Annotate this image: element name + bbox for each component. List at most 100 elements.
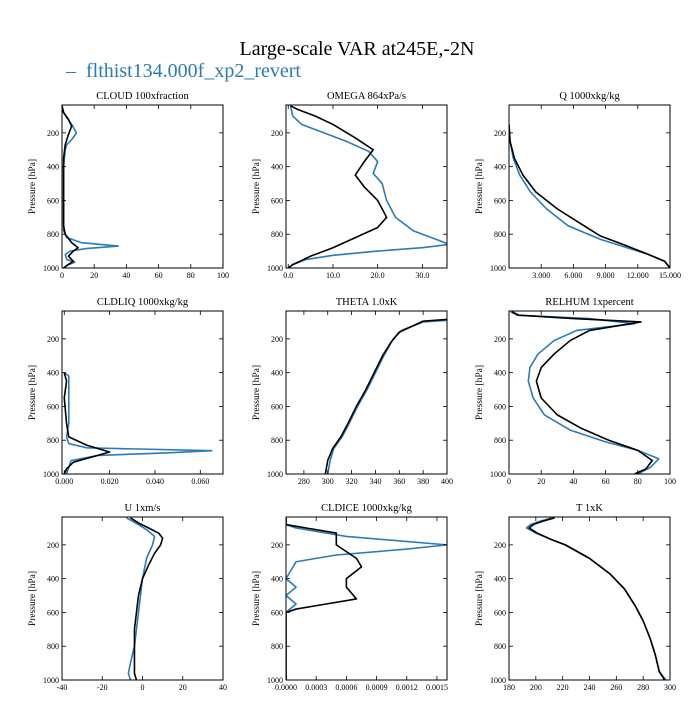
y-tick-label: 800 xyxy=(47,230,59,239)
y-tick-label: 200 xyxy=(494,129,506,138)
x-tick-label: 30.0 xyxy=(415,271,429,280)
series-line-blue xyxy=(286,517,447,680)
y-tick-label: 1000 xyxy=(43,676,59,685)
figure-title: Large-scale VAR at245E,-2N xyxy=(240,38,475,60)
x-tick-label: 0.0012 xyxy=(396,683,418,692)
y-tick-label: 200 xyxy=(47,129,59,138)
y-tick-label: 800 xyxy=(494,642,506,651)
series-line-black xyxy=(324,318,447,474)
x-tick-label: 40 xyxy=(569,477,577,486)
x-tick-label: 380 xyxy=(417,477,429,486)
plot-frame xyxy=(508,310,671,475)
y-tick-label: 800 xyxy=(271,230,283,239)
series-group xyxy=(510,311,660,474)
y-tick-label: 1000 xyxy=(43,264,59,273)
series-group xyxy=(509,124,670,268)
y-tick-label: 600 xyxy=(271,402,283,411)
x-tick-label: 360 xyxy=(393,477,405,486)
y-tick-label: 1000 xyxy=(490,470,506,479)
panel-title: RELHUM 1xpercent xyxy=(545,297,633,308)
x-tick-label: 300 xyxy=(664,683,676,692)
series-line-black xyxy=(528,517,666,680)
series-line-black xyxy=(286,517,363,680)
x-tick-label: -40 xyxy=(57,683,68,692)
series-group xyxy=(287,105,447,268)
y-tick-label: 200 xyxy=(494,541,506,550)
x-tick-label: 0 xyxy=(141,683,145,692)
y-tick-label: 400 xyxy=(47,163,59,172)
y-tick-label: 1000 xyxy=(43,470,59,479)
x-tick-label: 0.000 xyxy=(55,477,73,486)
panel-3: Q 1000xkg/kg 3.000 6.000 9.000 12.000 15.000 2… xyxy=(475,91,681,280)
y-tick-label: 200 xyxy=(47,335,59,344)
y-tick-label: 600 xyxy=(47,402,59,411)
y-tick-label: 200 xyxy=(494,335,506,344)
y-tick-label: 1000 xyxy=(267,470,283,479)
y-axis-label: Pressure [hPa] xyxy=(252,365,262,420)
x-tick-label: 80 xyxy=(634,477,642,486)
y-tick-label: 600 xyxy=(47,196,59,205)
panel-2: OMEGA 864xPa/s 0.0 10.0 20.0 30.0 200 400 600 80… xyxy=(252,91,448,280)
panel-title: CLDICE 1000xkg/kg xyxy=(321,503,412,514)
y-axis-label: Pressure [hPa] xyxy=(28,571,38,626)
series-group xyxy=(62,105,120,268)
series-group xyxy=(286,517,447,680)
x-tick-label: 20 xyxy=(537,477,545,486)
panel-9: T 1xK 180 200 220 240 260 280 300 200 400 600 800 10… xyxy=(475,503,676,692)
y-axis-label: Pressure [hPa] xyxy=(252,571,262,626)
y-axis-label: Pressure [hPa] xyxy=(475,365,485,420)
y-tick-label: 200 xyxy=(271,335,283,344)
plot-frame xyxy=(61,104,224,269)
panel-title: U 1xm/s xyxy=(125,503,161,514)
panel-6: RELHUM 1xpercent 0 20 40 60 80 100 200 400 600 800… xyxy=(475,297,676,486)
y-axis-label: Pressure [hPa] xyxy=(252,159,262,214)
y-tick-label: 800 xyxy=(47,436,59,445)
x-tick-label: 0.0015 xyxy=(426,683,448,692)
series-group xyxy=(63,372,213,474)
y-tick-label: 600 xyxy=(494,402,506,411)
y-tick-label: 400 xyxy=(47,575,59,584)
y-tick-label: 800 xyxy=(271,642,283,651)
y-tick-label: 1000 xyxy=(267,676,283,685)
x-tick-label: 60 xyxy=(602,477,610,486)
x-tick-label: 9.000 xyxy=(597,271,615,280)
y-axis-label: Pressure [hPa] xyxy=(28,365,38,420)
panel-7: U 1xm/s -40 -20 0 20 40 200 400 600 800 1000 Pressu… xyxy=(28,503,227,692)
x-tick-label: 0.020 xyxy=(101,477,119,486)
x-tick-label: 260 xyxy=(610,683,622,692)
series-line-blue xyxy=(510,311,660,474)
panel-title: THETA 1.0xK xyxy=(336,297,398,308)
series-line-black xyxy=(130,517,164,680)
x-tick-label: 40 xyxy=(122,271,130,280)
series-line-black xyxy=(509,124,670,268)
y-tick-label: 800 xyxy=(47,642,59,651)
x-tick-label: 0 xyxy=(60,271,64,280)
x-tick-label: 280 xyxy=(637,683,649,692)
y-tick-label: 600 xyxy=(47,608,59,617)
x-tick-label: 400 xyxy=(441,477,453,486)
x-tick-label: 220 xyxy=(557,683,569,692)
x-tick-label: 15.000 xyxy=(659,271,681,280)
y-tick-label: 400 xyxy=(494,369,506,378)
panel-title: Q 1000xkg/kg xyxy=(559,91,620,102)
legend: – flthist134.000f_xp2_revert xyxy=(65,60,301,82)
series-group xyxy=(324,318,447,474)
x-tick-label: 3.000 xyxy=(532,271,550,280)
plot-frame xyxy=(508,104,671,269)
y-tick-label: 400 xyxy=(271,575,283,584)
series-line-black xyxy=(511,311,654,474)
x-tick-label: 0 xyxy=(507,477,511,486)
series-line-blue xyxy=(525,517,667,680)
panel-title: CLOUD 100xfraction xyxy=(96,91,189,102)
y-tick-label: 200 xyxy=(271,541,283,550)
y-tick-label: 400 xyxy=(494,575,506,584)
y-axis-label: Pressure [hPa] xyxy=(475,159,485,214)
y-tick-label: 400 xyxy=(271,369,283,378)
legend-label: flthist134.000f_xp2_revert xyxy=(86,60,301,82)
plot-frame xyxy=(508,516,671,681)
plot-frame xyxy=(285,516,448,681)
panel-8: CLDICE 1000xkg/kg 0.0000 0.0003 0.0006 0.000… xyxy=(252,503,448,692)
x-tick-label: 12.000 xyxy=(627,271,649,280)
